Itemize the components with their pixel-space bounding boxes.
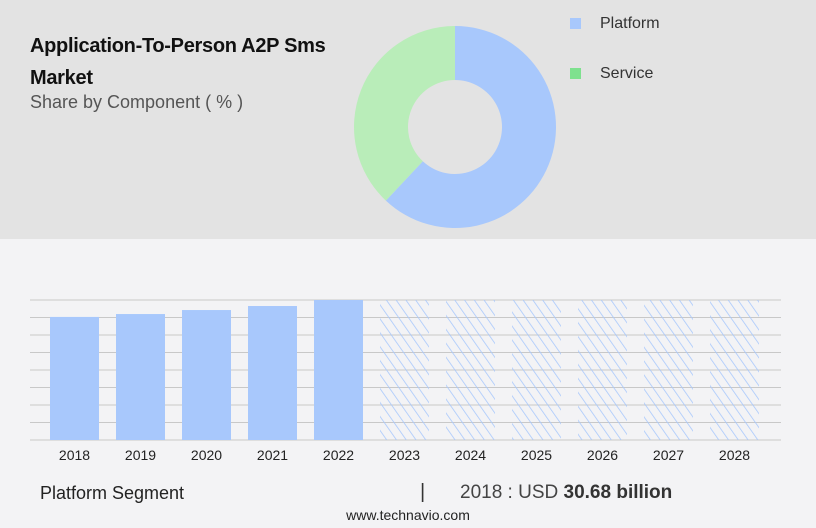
legend-item-service: Service — [570, 65, 653, 83]
x-tick-label: 2020 — [191, 447, 222, 463]
x-axis-labels: 2018 2019 2020 2021 2022 2023 2024 2025 2026 2027… — [59, 447, 750, 463]
chart-title: Application-To-Person A2P Sms Market — [30, 35, 326, 89]
x-tick-label: 2019 — [125, 447, 156, 463]
x-tick-label: 2018 — [59, 447, 90, 463]
segment-value: 2018 : USD 30.68 billion — [460, 482, 672, 504]
bar-series — [50, 300, 759, 440]
x-tick-label: 2025 — [521, 447, 552, 463]
legend-swatch-platform — [570, 18, 581, 29]
legend-label: Service — [600, 65, 654, 82]
x-tick-label: 2023 — [389, 447, 420, 463]
bar-2024 — [446, 300, 495, 440]
bar-2028 — [710, 300, 759, 440]
bar-2023 — [380, 300, 429, 440]
bar-2018 — [50, 316, 99, 440]
x-tick-label: 2022 — [323, 447, 354, 463]
footer-separator: | — [420, 481, 426, 503]
value-amount: 30.68 billion — [563, 482, 673, 503]
bar-2020 — [182, 310, 231, 440]
x-tick-label: 2028 — [719, 447, 750, 463]
legend-swatch-service — [570, 68, 581, 79]
bar-2025 — [512, 300, 561, 440]
bar-2027 — [644, 300, 693, 440]
segment-label: Platform Segment — [40, 483, 185, 503]
donut-slice-service — [354, 25, 455, 201]
x-tick-label: 2021 — [257, 447, 288, 463]
bar-2022 — [314, 300, 363, 440]
donut-chart — [354, 25, 557, 228]
x-tick-label: 2024 — [455, 447, 486, 463]
source-link[interactable]: www.technavio.com — [346, 507, 470, 523]
bar-2019 — [116, 314, 165, 440]
bar-2026 — [578, 300, 627, 440]
legend-label: Platform — [600, 15, 660, 32]
legend-item-platform: Platform — [570, 15, 660, 33]
x-tick-label: 2026 — [587, 447, 618, 463]
bar-2021 — [248, 306, 297, 440]
chart-subtitle: Share by Component ( % ) — [30, 92, 244, 112]
x-tick-label: 2027 — [653, 447, 684, 463]
value-prefix: 2018 : USD — [460, 482, 559, 503]
donut-slice-platform — [385, 26, 557, 228]
